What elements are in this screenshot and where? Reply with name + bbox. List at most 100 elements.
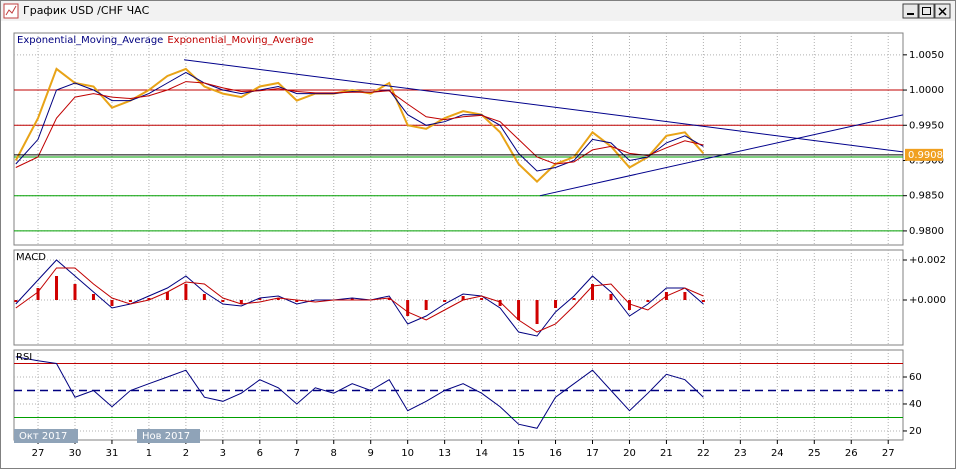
plot-layer: [14, 250, 903, 345]
histogram-bar: [165, 292, 169, 300]
histogram-bar: [480, 298, 484, 300]
histogram-bar: [424, 300, 428, 310]
maximize-button[interactable]: [918, 3, 935, 19]
panel-frame: [13, 249, 904, 346]
histogram-bar: [572, 298, 576, 300]
x-tick-label: 6: [257, 448, 263, 459]
histogram-bar: [91, 294, 95, 300]
histogram-bar: [461, 296, 465, 300]
y-tick-label: 0.9800: [909, 226, 944, 237]
histogram-bar: [258, 298, 262, 300]
x-tick-label: 20: [623, 448, 636, 459]
histogram-bar: [701, 300, 705, 302]
indicator-line: [15, 259, 704, 337]
x-tick-label: 22: [697, 448, 710, 459]
title-bar: [1, 1, 955, 21]
histogram-bar: [36, 288, 40, 300]
month-label: Нов 2017: [142, 431, 190, 442]
histogram-bar: [517, 300, 521, 320]
month-box: [137, 429, 200, 443]
plot-layer: [14, 33, 903, 245]
histogram-bar: [110, 300, 114, 306]
histogram-bar: [14, 300, 18, 302]
x-tick-label: 9: [368, 448, 374, 459]
y-tick-label: 1.0000: [909, 85, 944, 96]
x-tick-label: 30: [69, 448, 82, 459]
window-icon-line: [5, 5, 17, 16]
x-tick-label: 24: [771, 448, 784, 459]
window-title: График USD /CHF ЧАС: [23, 4, 150, 17]
x-tick-label: 31: [106, 448, 119, 459]
indicator-line: [15, 267, 704, 333]
x-tick-label: 21: [660, 448, 673, 459]
histogram-bar: [147, 298, 151, 300]
x-tick-label: 26: [845, 448, 858, 459]
legend-entry: Exponential_Moving_Average: [17, 35, 163, 46]
y-tick-label: 1.0050: [909, 50, 944, 61]
x-tick-label: 27: [32, 448, 45, 459]
histogram-bar: [387, 298, 391, 300]
histogram-bar: [295, 300, 299, 302]
histogram-bar: [554, 300, 558, 308]
histogram-bar: [128, 300, 132, 302]
x-tick-label: 1: [146, 448, 152, 459]
x-tick-label: 13: [438, 448, 451, 459]
minimize-button[interactable]: [902, 3, 919, 19]
y-tick-label: 0.9950: [909, 120, 944, 131]
x-tick-label: 8: [331, 448, 337, 459]
x-tick-label: 3: [220, 448, 226, 459]
histogram-bar: [683, 292, 687, 300]
histogram-bar: [535, 300, 539, 324]
histogram-bar: [55, 276, 59, 300]
histogram-bar: [498, 300, 502, 306]
histogram-bar: [590, 284, 594, 300]
window-buttons[interactable]: [902, 3, 951, 19]
y-tick-label: +0.000: [909, 295, 946, 306]
x-tick-label: 10: [401, 448, 414, 459]
maximize-icon: [922, 7, 931, 15]
month-box: [14, 429, 78, 443]
histogram-bar: [73, 284, 77, 300]
trend-line: [183, 59, 903, 153]
histogram-bar: [443, 300, 447, 302]
x-tick-label: 15: [512, 448, 525, 459]
last-price-box: [905, 148, 943, 161]
x-tick-label: 7: [294, 448, 300, 459]
y-tick-label: 60: [909, 372, 922, 383]
histogram-bar: [350, 298, 354, 300]
x-tick-label: 14: [475, 448, 488, 459]
window-icon: [3, 3, 19, 19]
x-tick-label: 17: [586, 448, 599, 459]
panel-title: RSI: [16, 352, 32, 363]
y-tick-label: 0.9900: [909, 155, 944, 166]
x-tick-label: 25: [808, 448, 821, 459]
indicator-line: [15, 81, 704, 168]
histogram-bar: [276, 298, 280, 300]
histogram-bar: [609, 294, 613, 300]
histogram-bar: [184, 284, 188, 300]
panel-title: MACD: [16, 252, 46, 263]
x-tick-label: 27: [882, 448, 895, 459]
panel-frame: [13, 349, 904, 441]
histogram-bar: [239, 300, 243, 304]
y-tick-label: 0.9850: [909, 191, 944, 202]
month-label: Окт 2017: [19, 431, 67, 442]
histogram-bar: [221, 300, 225, 302]
close-icon: [938, 7, 947, 16]
indicator-line: [15, 356, 704, 429]
x-tick-label: 23: [734, 448, 747, 459]
histogram-bar: [202, 294, 206, 300]
plot-layer: [14, 350, 903, 440]
y-tick-label: 20: [909, 426, 922, 437]
x-tick-label: 2: [183, 448, 189, 459]
panel-frame: [13, 32, 904, 246]
legend-entry: Exponential_Moving_Average: [167, 35, 313, 46]
last-price-label: 0.9908: [908, 150, 943, 161]
x-tick-label: 16: [549, 448, 562, 459]
y-tick-label: 40: [909, 399, 922, 410]
histogram-bar: [627, 300, 631, 310]
histogram-bar: [406, 300, 410, 316]
histogram-bar: [646, 300, 650, 302]
y-tick-label: +0.002: [909, 255, 946, 266]
